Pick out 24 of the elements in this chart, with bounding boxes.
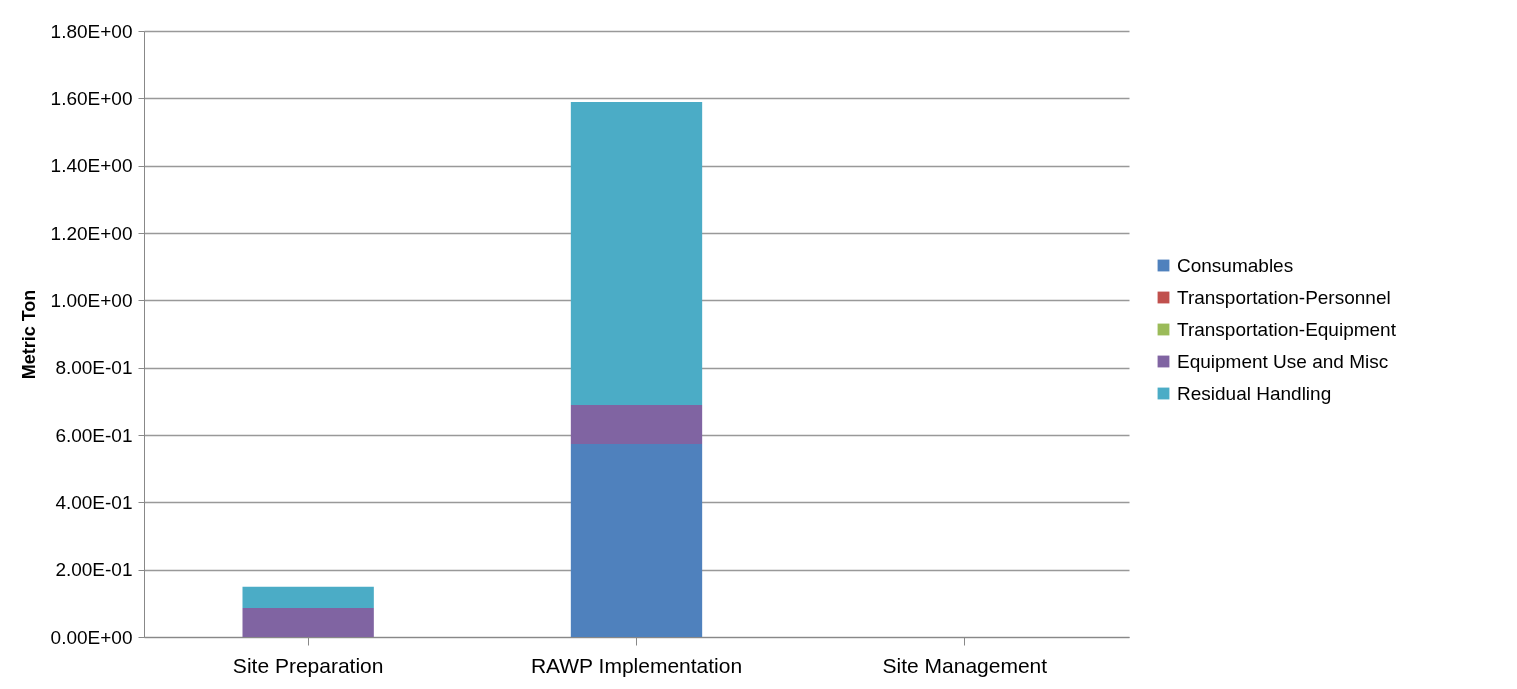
y-tick-label: 8.00E-01 bbox=[55, 357, 133, 379]
bar bbox=[570, 405, 703, 445]
bar bbox=[242, 586, 374, 609]
y-tick-label: 1.20E+00 bbox=[50, 222, 133, 244]
legend-label: Equipment Use and Misc bbox=[1177, 350, 1389, 372]
y-tick-label: 4.00E-01 bbox=[55, 491, 133, 513]
x-tick-label: Site Preparation bbox=[232, 653, 384, 677]
bar bbox=[570, 102, 703, 406]
bar bbox=[570, 444, 703, 637]
y-tick-label: 6.00E-01 bbox=[55, 424, 133, 446]
x-tick-label: RAWP Implementation bbox=[530, 653, 743, 677]
y-tick-label: 1.60E+00 bbox=[50, 87, 133, 109]
legend-label: Transportation-Equipment bbox=[1177, 318, 1397, 340]
y-tick-label: 1.00E+00 bbox=[50, 289, 133, 311]
y-tick-label: 1.40E+00 bbox=[50, 155, 133, 177]
y-axis-title: Metric Ton bbox=[18, 289, 39, 380]
legend-label: Residual Handling bbox=[1177, 382, 1332, 404]
legend-label: Transportation-Personnel bbox=[1177, 286, 1391, 308]
y-tick-label: 0.00E+00 bbox=[50, 626, 133, 648]
x-tick-label: Site Management bbox=[882, 653, 1048, 677]
legend-label: Consumables bbox=[1177, 254, 1294, 276]
y-tick-label: 2.00E-01 bbox=[55, 559, 133, 581]
y-tick-label: 1.80E+00 bbox=[50, 20, 133, 42]
bar bbox=[242, 608, 374, 637]
